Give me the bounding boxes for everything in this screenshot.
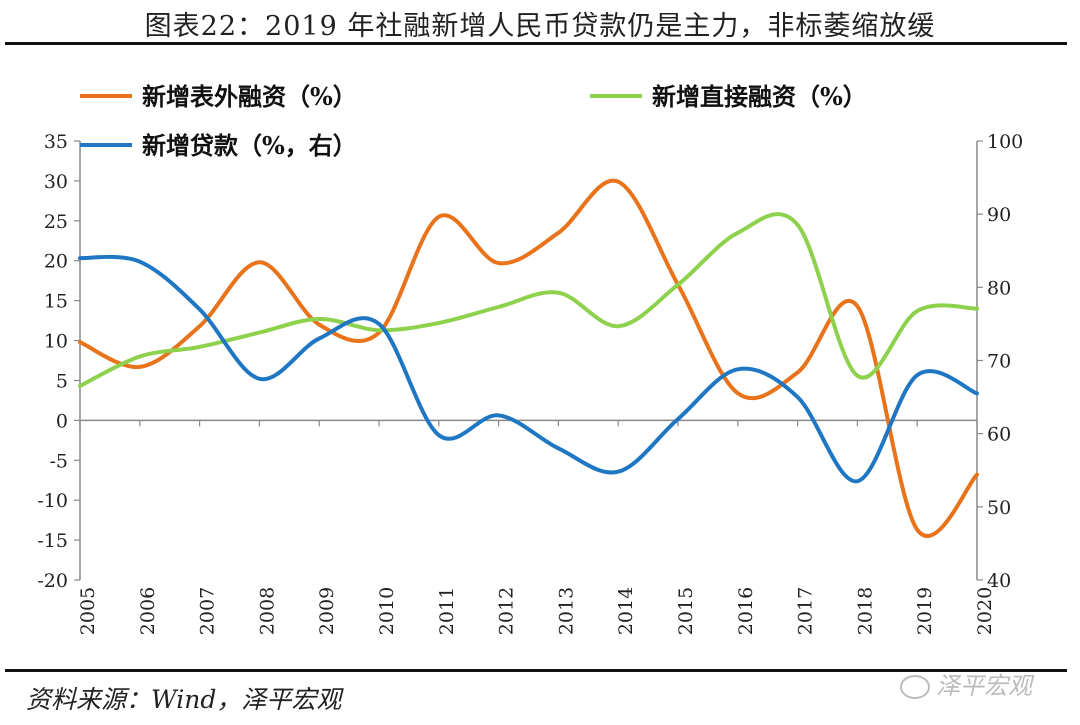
chart-title: 图表22：2019 年社融新增人民币贷款仍是主力，非标萎缩放缓 bbox=[144, 11, 936, 42]
x-tick-label: 2007 bbox=[197, 587, 219, 635]
left-tick-label: 20 bbox=[44, 251, 68, 273]
left-tick-label: 10 bbox=[44, 331, 68, 353]
x-tick-label: 2014 bbox=[615, 587, 637, 635]
axes: 35302520151050-5-10-15-20100908070605040… bbox=[37, 131, 1023, 635]
watermark-text: 泽平宏观 bbox=[936, 672, 1032, 700]
legend-offbalance: 新增表外融资（%） bbox=[80, 82, 357, 111]
right-tick-label: 80 bbox=[987, 277, 1011, 299]
x-tick-label: 2016 bbox=[735, 587, 757, 635]
legend-loans: 新增贷款（%，右） bbox=[80, 131, 357, 160]
right-tick-label: 100 bbox=[987, 131, 1023, 153]
left-tick-label: 0 bbox=[56, 410, 68, 432]
x-tick-label: 2005 bbox=[77, 587, 99, 635]
x-tick-label: 2006 bbox=[137, 587, 159, 635]
x-tick-label: 2011 bbox=[436, 587, 458, 635]
legend-label: 新增直接融资（%） bbox=[652, 82, 867, 111]
x-tick-label: 2013 bbox=[555, 587, 577, 635]
line-chart: 35302520151050-5-10-15-20100908070605040… bbox=[37, 82, 1023, 635]
right-tick-label: 40 bbox=[987, 570, 1011, 592]
series-loans-line bbox=[78, 254, 979, 484]
series-offbalance-line bbox=[78, 178, 979, 538]
legend-label: 新增表外融资（%） bbox=[142, 82, 357, 111]
watermark: 泽平宏观 bbox=[900, 666, 1032, 701]
legend: 新增表外融资（%） 新增直接融资（%） 新增贷款（%，右） bbox=[80, 82, 867, 160]
x-tick-label: 2012 bbox=[496, 587, 518, 635]
right-tick-label: 50 bbox=[987, 497, 1011, 519]
right-tick-label: 90 bbox=[987, 204, 1011, 226]
x-tick-label: 2018 bbox=[854, 587, 876, 635]
top-rule bbox=[5, 42, 1067, 45]
right-tick-label: 70 bbox=[987, 351, 1011, 373]
left-tick-label: 35 bbox=[44, 131, 68, 153]
legend-label: 新增贷款（%，右） bbox=[142, 131, 357, 160]
left-tick-label: -15 bbox=[37, 530, 68, 552]
wechat-icon bbox=[900, 675, 930, 699]
x-tick-label: 2008 bbox=[256, 587, 278, 635]
left-tick-label: -10 bbox=[37, 490, 68, 512]
right-tick-label: 60 bbox=[987, 424, 1011, 446]
source-note: 资料来源：Wind，泽平宏观 bbox=[26, 685, 342, 714]
left-tick-label: 25 bbox=[44, 211, 68, 233]
x-tick-label: 2009 bbox=[316, 587, 338, 635]
x-tick-label: 2010 bbox=[376, 587, 398, 635]
bottom-rule bbox=[5, 669, 1067, 672]
left-tick-label: 5 bbox=[56, 370, 68, 392]
series-direct-line bbox=[78, 212, 979, 388]
left-tick-label: -5 bbox=[49, 450, 68, 472]
legend-direct: 新增直接融资（%） bbox=[590, 82, 867, 111]
series-lines bbox=[78, 178, 979, 538]
x-tick-label: 2019 bbox=[914, 587, 936, 635]
x-tick-label: 2017 bbox=[795, 587, 817, 635]
x-tick-label: 2020 bbox=[974, 587, 996, 635]
left-tick-label: 30 bbox=[44, 171, 68, 193]
left-tick-label: 15 bbox=[44, 291, 68, 313]
left-tick-label: -20 bbox=[37, 570, 68, 592]
x-tick-label: 2015 bbox=[675, 587, 697, 635]
